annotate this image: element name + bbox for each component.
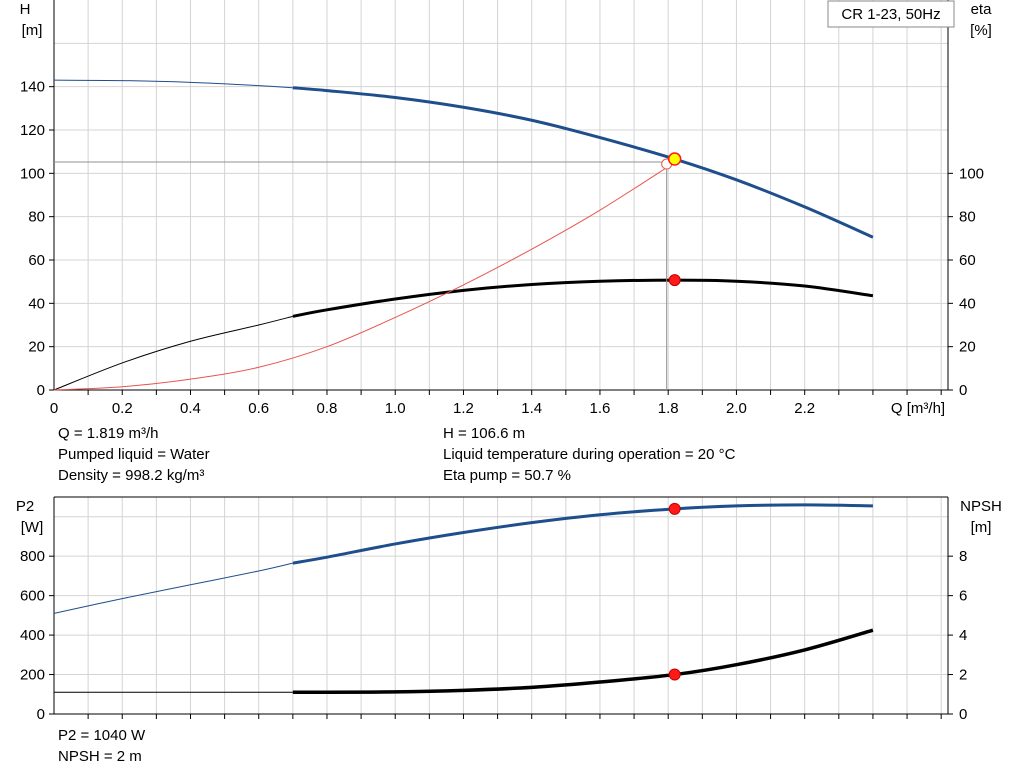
panel2-ytick-label: 0 xyxy=(37,706,45,723)
x-axis-label: Q [m³/h] xyxy=(891,400,945,417)
panel1-series-1-thin xyxy=(53,315,293,391)
panel1-ytick-label: 60 xyxy=(28,252,45,269)
panel2-ytick-label: 400 xyxy=(20,627,45,644)
info-liquid: Pumped liquid = Water xyxy=(58,446,210,463)
info-power: P2 = 1040 W xyxy=(58,727,146,744)
panel1-ytick-right-label: 0 xyxy=(959,382,967,399)
panel1-series-0-thin xyxy=(53,79,293,89)
panel2-ytick-label: 200 xyxy=(20,667,45,684)
panel1-ytick-label: 0 xyxy=(37,382,45,399)
panel1-ytick-label: 40 xyxy=(28,295,45,312)
panel2-ytick-right-label: 0 xyxy=(959,706,967,723)
info-npsh: NPSH = 2 m xyxy=(58,748,142,765)
xtick-label: 1.8 xyxy=(658,400,679,417)
xtick-label: 0.4 xyxy=(180,400,201,417)
panel1-series-2 xyxy=(53,162,675,391)
panel2-ylabel-right: NPSH xyxy=(960,498,1002,515)
xtick-label: 0.8 xyxy=(317,400,338,417)
panel2-ytick-right-label: 6 xyxy=(959,588,967,605)
panel1-ytick-right-label: 80 xyxy=(959,209,976,226)
panel1-ytick-right-label: 100 xyxy=(959,165,984,182)
xtick-label: 1.2 xyxy=(453,400,474,417)
panel2-series-1-thick xyxy=(292,628,874,695)
panel2-ylabel-unit: [W] xyxy=(21,519,44,536)
panel2-ylabel-right-unit: [m] xyxy=(971,519,992,536)
panel1-ylabel-unit: [m] xyxy=(22,22,43,39)
info-head: H = 106.6 m xyxy=(443,425,526,442)
xtick-label: 0.6 xyxy=(248,400,269,417)
xtick-label: 2.0 xyxy=(726,400,747,417)
panel1-ytick-label: 20 xyxy=(28,339,45,356)
panel2-ytick-label: 800 xyxy=(20,548,45,565)
panel2-series-0-thin xyxy=(53,562,293,614)
xtick-label: 1.6 xyxy=(590,400,611,417)
panel2-ytick-right-label: 2 xyxy=(959,667,967,684)
duty-point-eta xyxy=(668,274,681,287)
info-block-top-right: H = 106.6 m Liquid temperature during op… xyxy=(443,423,735,486)
info-block-top-left: Q = 1.819 m³/h Pumped liquid = Water Den… xyxy=(58,423,210,486)
duty-point-npsh xyxy=(668,668,681,681)
duty-point-p2 xyxy=(668,502,681,515)
xtick-label: 0.2 xyxy=(112,400,133,417)
panel1-ylabel-right: eta xyxy=(971,1,993,18)
panel2-ytick-right-label: 4 xyxy=(959,627,967,644)
panel1-ytick-label: 100 xyxy=(20,165,45,182)
panel2-ylabel: P2 xyxy=(16,498,34,515)
chart-title: CR 1-23, 50Hz xyxy=(841,6,940,23)
panel1-ytick-label: 80 xyxy=(28,209,45,226)
info-temperature: Liquid temperature during operation = 20… xyxy=(443,446,736,463)
info-eta: Eta pump = 50.7 % xyxy=(443,467,571,484)
panel1-ylabel: H xyxy=(20,1,31,18)
panel2-ytick-label: 600 xyxy=(20,588,45,605)
xtick-label: 1.0 xyxy=(385,400,406,417)
info-flow: Q = 1.819 m³/h xyxy=(58,425,159,442)
info-density: Density = 998.2 kg/m³ xyxy=(58,467,205,484)
panel1-ytick-right-label: 40 xyxy=(959,295,976,312)
panel1-ytick-label: 140 xyxy=(20,79,45,96)
panel1-ytick-right-label: 60 xyxy=(959,252,976,269)
panel1-series-1-thick xyxy=(292,278,874,318)
panel1-ylabel-right-unit: [%] xyxy=(970,22,992,39)
panel1-ytick-right-label: 20 xyxy=(959,339,976,356)
xtick-label: 0 xyxy=(50,400,58,417)
panel2-ytick-right-label: 8 xyxy=(959,548,967,565)
title-box xyxy=(827,0,955,28)
panel2-series-0-thick xyxy=(292,503,873,565)
panel1-ytick-label: 120 xyxy=(20,122,45,139)
xtick-label: 2.2 xyxy=(794,400,815,417)
xtick-label: 1.4 xyxy=(521,400,542,417)
panel1-series-0-thick xyxy=(292,86,874,239)
info-block-bottom: P2 = 1040 W NPSH = 2 m xyxy=(58,725,145,767)
duty-point-head xyxy=(667,152,682,166)
